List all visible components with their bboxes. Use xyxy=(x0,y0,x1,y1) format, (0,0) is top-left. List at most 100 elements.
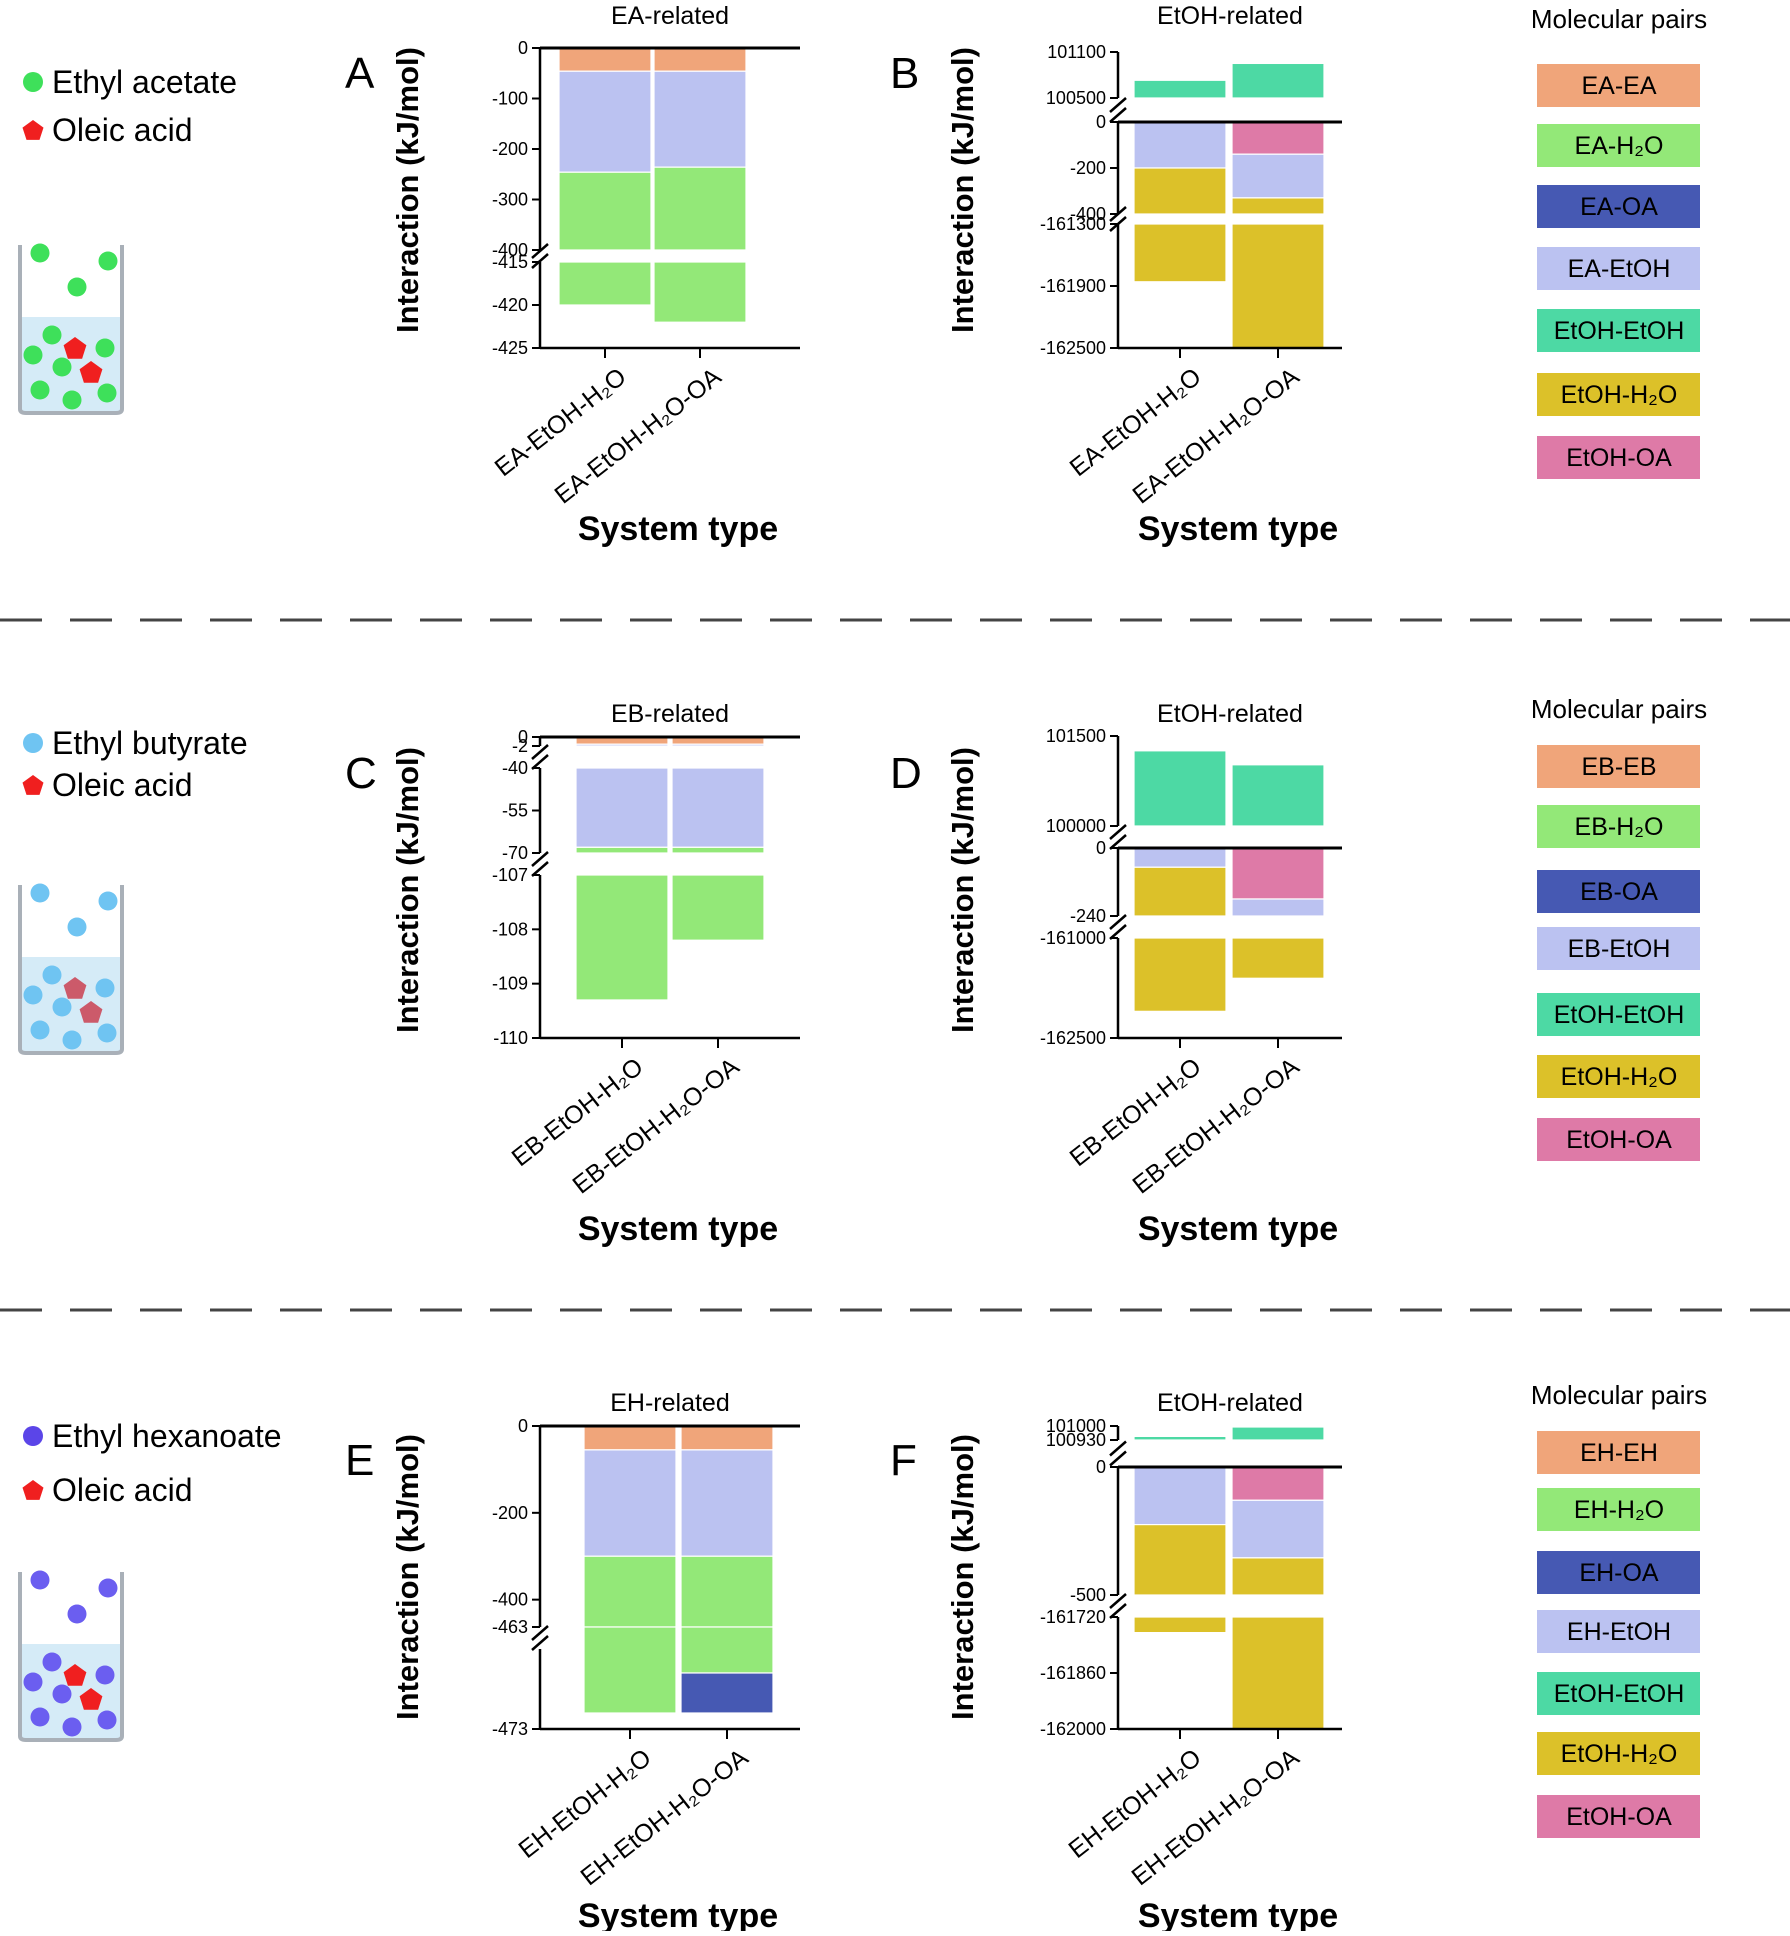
x-axis-label: System type xyxy=(1138,510,1338,548)
legend-item-label: EtOH-EtOH xyxy=(1554,1680,1685,1708)
legend-title: Molecular pairs xyxy=(1531,4,1707,34)
y-tick-label: -162500 xyxy=(1040,1028,1106,1048)
chart-panel-A: A EA-related Interaction (kJ/mol) 0 -100 -200… xyxy=(345,2,800,548)
bar-segment-eb-h2o xyxy=(575,874,669,1001)
beaker-particle xyxy=(23,1672,43,1692)
y-tick-label: 0 xyxy=(518,727,528,747)
x-category-label: EA-EtOH-H₂O-OA xyxy=(549,362,726,509)
y-tick-label: -420 xyxy=(492,295,528,315)
beaker-particle xyxy=(30,1707,50,1727)
legend-swatch xyxy=(1537,247,1700,290)
chart-panel-D: D EtOH-related Interaction (kJ/mol) 101500 1… xyxy=(890,700,1342,1248)
beaker-particle xyxy=(52,997,72,1017)
panel-letter: B xyxy=(890,49,919,98)
axis-break-mark xyxy=(531,861,549,877)
compound-label: Ethyl acetate xyxy=(52,64,237,100)
bar-segment-ea-h2o xyxy=(653,261,747,323)
legend-1: Molecular pairs EA-EA EA-H₂O EA-OA EA-EtOH Et… xyxy=(1531,4,1707,479)
bar-segment-etoh-h2o xyxy=(1231,1616,1325,1730)
legend-title: Molecular pairs xyxy=(1531,694,1707,724)
x-category-label: EB-EtOH-H₂O-OA xyxy=(567,1052,744,1199)
compound-label: Oleic acid xyxy=(52,112,193,148)
y-tick-label: -161900 xyxy=(1040,276,1106,296)
y-tick-label: -161860 xyxy=(1040,1663,1106,1683)
axis-break-mark xyxy=(531,744,549,760)
bar-segment-ea-ea xyxy=(653,47,747,72)
beaker-oleic-acid xyxy=(79,1001,103,1023)
bar-segment-etoh-oa xyxy=(1231,847,1325,900)
bar-segment-etoh-etoh xyxy=(1231,764,1325,827)
bar-segment-eb-etoh xyxy=(575,767,669,848)
bar-segment-etoh-etoh xyxy=(1133,750,1227,827)
y-tick-label: -162500 xyxy=(1040,338,1106,358)
beaker-particle xyxy=(62,1717,82,1737)
y-tick-label: -70 xyxy=(502,843,528,863)
beaker-particle xyxy=(95,978,115,998)
legend-swatch xyxy=(1537,373,1700,416)
chart-panel-F: F EtOH-related Interaction (kJ/mol) 1010001… xyxy=(890,1389,1342,1935)
y-tick-label: -162000 xyxy=(1040,1719,1106,1739)
legend-swatch xyxy=(1537,1672,1700,1715)
y-tick-label: -473 xyxy=(492,1719,528,1739)
y-tick-label: 101000 xyxy=(1046,1416,1106,1436)
legend-item-label: EtOH-EtOH xyxy=(1554,1001,1685,1029)
legend-swatch xyxy=(1537,64,1700,107)
beaker-particle xyxy=(30,1020,50,1040)
bar-segment-ea-h2o xyxy=(558,171,652,251)
bar-segment-etoh-etoh xyxy=(1133,79,1227,99)
legend-item-label: EH-H₂O xyxy=(1574,1496,1664,1524)
bar-segment-etoh-h2o xyxy=(1133,223,1227,283)
legend-swatch xyxy=(1537,1795,1700,1838)
legend-swatch xyxy=(1537,993,1700,1036)
row-1-sidebar: Ethyl acetate Oleic acid xyxy=(18,64,237,415)
beaker-particle xyxy=(52,1684,72,1704)
x-category-label: EA-EtOH-H₂O-OA xyxy=(1127,362,1304,509)
y-axis-label: Interaction (kJ/mol) xyxy=(390,1434,425,1720)
legend-swatch xyxy=(1537,124,1700,167)
bar-segment-etoh-h2o xyxy=(1231,937,1325,979)
bar-segment-etoh-h2o xyxy=(1133,1523,1227,1596)
legend-item-label: EA-OA xyxy=(1580,193,1658,221)
beaker-particle xyxy=(95,1665,115,1685)
legend-swatch xyxy=(1537,927,1700,970)
axis-break-mark xyxy=(1109,1603,1127,1619)
bar-segment-eb-etoh xyxy=(671,743,765,747)
bar-segment-eh-h2o xyxy=(680,1626,774,1674)
legend-2: Molecular pairs EB-EB EB-H₂O EB-OA EB-EtOH Et… xyxy=(1531,694,1707,1161)
panel-letter: D xyxy=(890,749,922,798)
y-tick-label: -100 xyxy=(492,89,528,109)
legend-swatch xyxy=(1537,870,1700,913)
bar-segment-ea-h2o xyxy=(558,261,652,306)
beaker-particle xyxy=(23,345,43,365)
legend-item-label: EH-EtOH xyxy=(1567,1618,1671,1646)
beaker-particle xyxy=(98,251,118,271)
y-tick-label: -161720 xyxy=(1040,1607,1106,1627)
y-tick-label: 0 xyxy=(518,1416,528,1436)
axis-break-mark xyxy=(531,754,549,770)
axis-break-mark xyxy=(1109,924,1127,940)
beaker-particle xyxy=(67,1604,87,1624)
x-category-label: EH-EtOH-H₂O-OA xyxy=(575,1743,753,1891)
bar-segment-eb-h2o xyxy=(671,874,765,941)
beaker-particle xyxy=(97,1710,117,1730)
legend-swatch xyxy=(1537,1431,1700,1474)
legend-title: Molecular pairs xyxy=(1531,1380,1707,1410)
x-axis-label: System type xyxy=(578,1897,778,1931)
compound-marker-pentagon-icon xyxy=(22,775,44,795)
y-tick-label: -463 xyxy=(492,1617,528,1637)
y-tick-label: -400 xyxy=(1070,204,1106,224)
beaker-particle xyxy=(62,390,82,410)
y-tick-label: -40 xyxy=(502,758,528,778)
bar-segment-etoh-etoh xyxy=(1133,1435,1227,1441)
legend-swatch xyxy=(1537,1551,1700,1594)
y-axis-label: Interaction (kJ/mol) xyxy=(390,747,425,1033)
x-axis-label: System type xyxy=(578,1210,778,1248)
chart-title: EH-related xyxy=(610,1389,730,1417)
legend-item-label: EH-EH xyxy=(1580,1439,1658,1467)
legend-swatch xyxy=(1537,1488,1700,1531)
chart-title: EtOH-related xyxy=(1157,2,1303,30)
compound-label: Oleic acid xyxy=(52,767,193,803)
compound-marker-circle-icon xyxy=(23,1426,43,1446)
bar-segment-eh-etoh xyxy=(1133,1466,1227,1526)
